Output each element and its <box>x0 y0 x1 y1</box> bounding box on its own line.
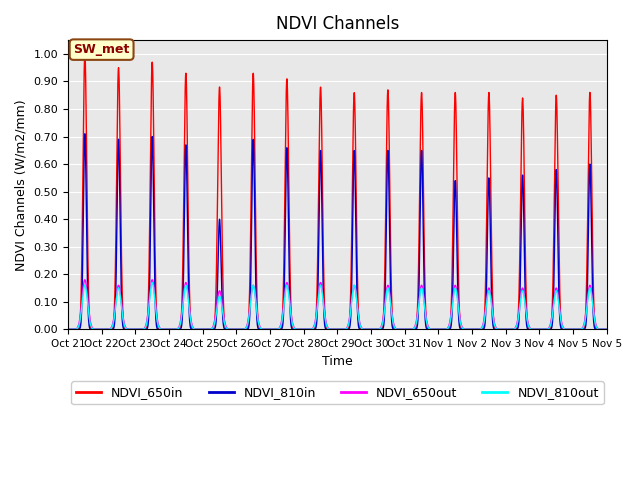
NDVI_810out <box>597 326 605 332</box>
NDVI_810out <box>199 326 207 332</box>
NDVI_810out <box>175 325 182 331</box>
Text: SW_met: SW_met <box>74 43 130 56</box>
NDVI_650out <box>407 326 415 332</box>
NDVI_810in <box>81 131 89 137</box>
NDVI_650out <box>81 277 89 283</box>
NDVI_810in <box>521 271 529 276</box>
NDVI_650in <box>454 241 461 247</box>
Line: NDVI_810in: NDVI_810in <box>68 134 607 329</box>
NDVI_810in <box>454 300 462 306</box>
NDVI_810in <box>407 326 415 332</box>
NDVI_810out <box>454 302 462 308</box>
NDVI_650in <box>597 326 605 332</box>
Y-axis label: NDVI Channels (W/m2/mm): NDVI Channels (W/m2/mm) <box>15 99 28 271</box>
Line: NDVI_810out: NDVI_810out <box>68 283 607 329</box>
Line: NDVI_650out: NDVI_650out <box>68 280 607 329</box>
NDVI_650in <box>603 326 611 332</box>
NDVI_650in <box>175 326 182 332</box>
NDVI_650out <box>603 326 611 332</box>
NDVI_810out <box>521 299 529 304</box>
NDVI_810out <box>64 326 72 332</box>
NDVI_650out <box>521 295 529 301</box>
NDVI_650out <box>488 307 496 312</box>
NDVI_650in <box>81 51 89 57</box>
NDVI_650out <box>199 326 207 332</box>
X-axis label: Time: Time <box>322 355 353 368</box>
NDVI_810in <box>597 326 605 332</box>
Title: NDVI Channels: NDVI Channels <box>276 15 399 33</box>
NDVI_650in <box>64 326 72 332</box>
NDVI_650out <box>175 325 182 331</box>
NDVI_650out <box>597 326 605 332</box>
NDVI_810in <box>64 326 72 332</box>
NDVI_650in <box>406 326 414 332</box>
Legend: NDVI_650in, NDVI_810in, NDVI_650out, NDVI_810out: NDVI_650in, NDVI_810in, NDVI_650out, NDV… <box>71 381 604 404</box>
NDVI_810in <box>488 316 496 322</box>
NDVI_650out <box>64 326 72 332</box>
NDVI_810out <box>603 326 611 332</box>
Line: NDVI_650in: NDVI_650in <box>68 54 607 329</box>
NDVI_810in <box>603 326 611 332</box>
NDVI_650in <box>521 197 529 203</box>
NDVI_810in <box>199 326 207 332</box>
NDVI_810out <box>407 326 415 332</box>
NDVI_810out <box>488 310 496 316</box>
NDVI_810out <box>148 280 156 286</box>
NDVI_810in <box>175 326 182 332</box>
NDVI_650out <box>454 300 462 305</box>
NDVI_650in <box>488 279 496 285</box>
